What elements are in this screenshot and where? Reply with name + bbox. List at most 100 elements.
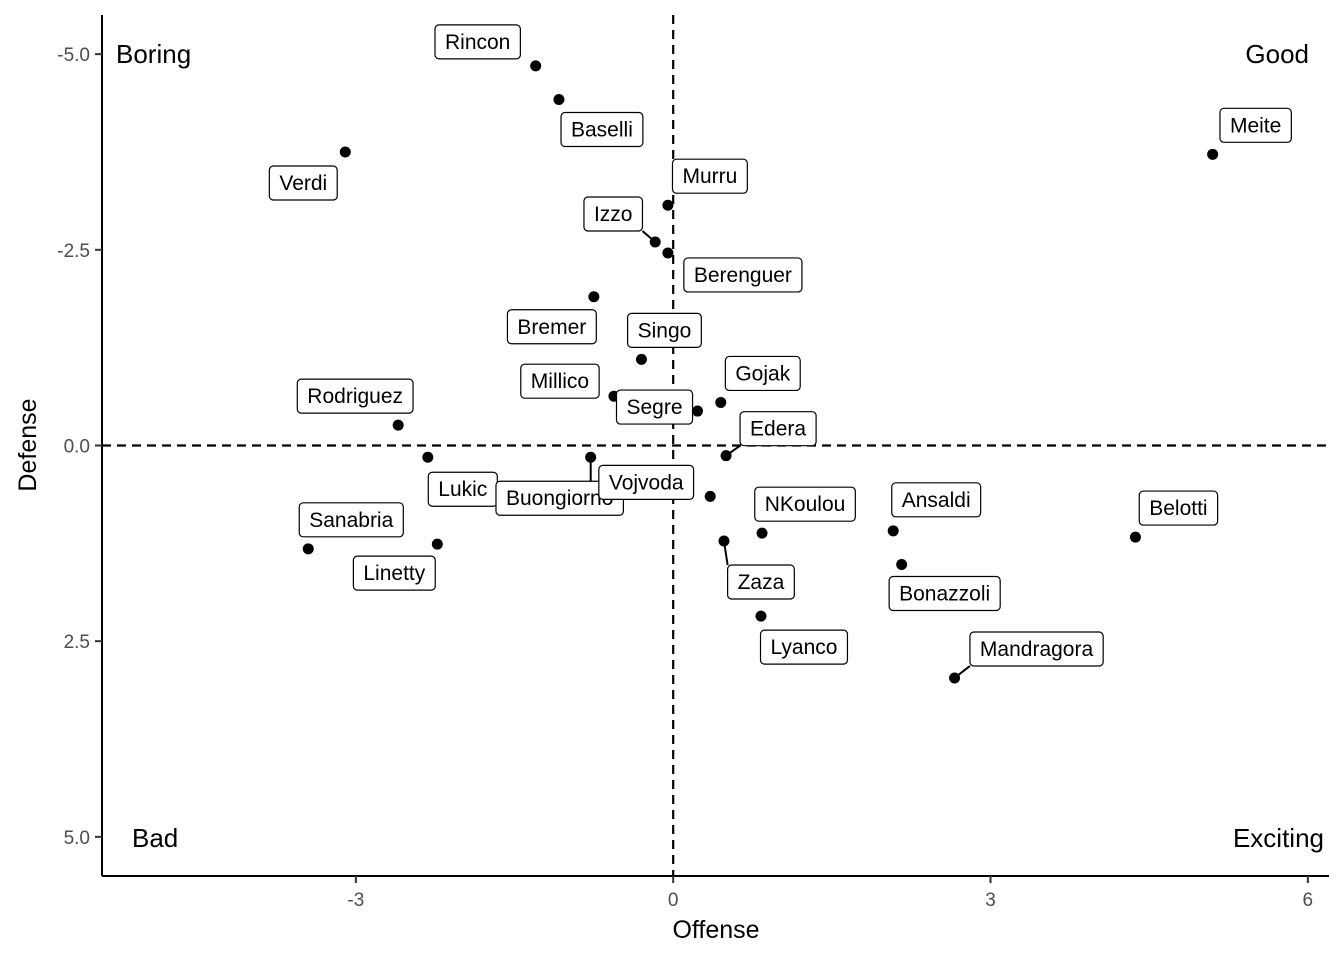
label-verdi: Verdi xyxy=(268,165,338,201)
point-bonazzoli xyxy=(896,558,908,570)
label-text: Bonazzoli xyxy=(899,582,990,605)
label-text: Berenguer xyxy=(694,264,792,287)
label-sanabria: Sanabria xyxy=(298,502,404,538)
label-box xyxy=(520,363,600,399)
label-text: NKoulou xyxy=(765,493,846,516)
y-axis-title: Defense xyxy=(14,398,42,491)
label-box xyxy=(615,389,694,425)
label-gojak: Gojak xyxy=(724,355,801,392)
label-millico: Millico xyxy=(520,363,600,399)
point-berenguer xyxy=(662,247,674,259)
label-edera: Edera xyxy=(739,411,817,447)
point-lukic xyxy=(422,451,434,463)
label-text: Murru xyxy=(682,165,737,188)
label-linetty: Linetty xyxy=(352,555,436,591)
y-tick-label: 2.5 xyxy=(64,632,90,653)
label-box xyxy=(268,165,338,201)
quadrant-labels: Boring Good Bad Exciting xyxy=(116,39,1324,853)
label-text: Sanabria xyxy=(309,509,393,532)
reference-lines xyxy=(102,15,1329,876)
label-text: Meite xyxy=(1230,114,1281,137)
label-text: Vojvoda xyxy=(609,471,684,494)
point-rodriguez xyxy=(392,419,404,431)
y-tick-label: -5.0 xyxy=(57,45,90,66)
quadrant-label-bottom-right: Exciting xyxy=(1233,823,1324,853)
label-box xyxy=(739,411,817,447)
label-text: Bremer xyxy=(517,316,586,339)
quadrant-label-top-right: Good xyxy=(1245,39,1309,69)
point-ansaldi xyxy=(887,525,899,537)
label-box xyxy=(969,631,1104,667)
label-box xyxy=(434,24,521,60)
label-box xyxy=(352,555,436,591)
label-mandragora: Mandragora xyxy=(969,631,1104,667)
label-berenguer: Berenguer xyxy=(683,257,803,293)
point-rincon xyxy=(530,60,542,72)
point-bremer xyxy=(588,291,600,303)
label-segre: Segre xyxy=(615,389,694,425)
point-nkoulou xyxy=(756,527,768,539)
label-text: Mandragora xyxy=(980,638,1094,661)
label-text: Rincon xyxy=(445,31,510,54)
point-meite xyxy=(1207,148,1219,160)
label-murru: Murru xyxy=(671,158,748,194)
point-singo xyxy=(635,353,647,365)
label-text: Zaza xyxy=(738,571,785,594)
label-text: Baselli xyxy=(571,119,633,142)
data-points xyxy=(302,60,1219,684)
y-tick-label: -2.5 xyxy=(57,241,90,262)
label-box xyxy=(891,482,982,518)
point-linetty xyxy=(431,538,443,550)
label-box xyxy=(583,196,644,232)
label-text: Buongiorno xyxy=(506,487,613,510)
label-text: Gojak xyxy=(735,362,790,385)
label-text: Izzo xyxy=(594,203,633,226)
label-box xyxy=(888,575,1001,612)
x-axis-title: Offense xyxy=(672,916,759,944)
label-singo: Singo xyxy=(626,312,702,348)
point-lyanco xyxy=(755,610,767,622)
label-rodriguez: Rodriguez xyxy=(296,378,414,414)
point-verdi xyxy=(339,146,351,158)
quadrant-label-top-left: Boring xyxy=(116,39,191,69)
point-baselli xyxy=(553,94,565,106)
y-axis-ticks: -5.0 -2.5 0.0 2.5 5.0 xyxy=(57,45,102,849)
label-text: Lukic xyxy=(438,478,487,501)
label-belotti: Belotti xyxy=(1138,490,1219,526)
point-zaza xyxy=(718,535,730,547)
point-mandragora xyxy=(949,672,961,684)
label-bonazzoli: Bonazzoli xyxy=(888,575,1001,612)
x-tick-label: 0 xyxy=(668,890,679,911)
label-box xyxy=(506,309,597,345)
label-text: Lyanco xyxy=(771,636,838,659)
axes: -3 0 3 6 -5.0 -2.5 0.0 2.5 5.0 xyxy=(57,15,1329,911)
quadrant-label-bottom-left: Bad xyxy=(132,823,178,853)
x-tick-label: 3 xyxy=(985,890,996,911)
label-text: Segre xyxy=(626,396,682,419)
point-buongiorno xyxy=(585,451,597,463)
label-rincon: Rincon xyxy=(434,24,521,60)
label-box xyxy=(671,158,748,194)
label-box xyxy=(683,257,803,293)
label-nkoulou: NKoulou xyxy=(754,486,856,522)
label-box xyxy=(754,486,856,522)
label-lukic: Lukic xyxy=(427,471,498,507)
x-axis-ticks: -3 0 3 6 xyxy=(347,876,1313,911)
label-box xyxy=(560,111,644,148)
label-box xyxy=(1219,107,1292,143)
point-vojvoda xyxy=(704,490,716,502)
label-text: Linetty xyxy=(363,562,425,585)
label-zaza: Zaza xyxy=(727,564,795,600)
x-tick-label: 6 xyxy=(1303,890,1314,911)
x-tick-label: -3 xyxy=(347,890,364,911)
label-ansaldi: Ansaldi xyxy=(891,482,982,518)
label-baselli: Baselli xyxy=(560,111,644,148)
label-box xyxy=(626,312,702,348)
label-lyanco: Lyanco xyxy=(759,629,849,665)
label-meite: Meite xyxy=(1219,107,1292,143)
point-labels: Rincon Baselli Verdi Meite Murru Izzo Berengue… xyxy=(268,24,1292,667)
label-box xyxy=(296,378,414,414)
label-izzo: Izzo xyxy=(583,196,644,232)
point-murru xyxy=(662,199,674,211)
